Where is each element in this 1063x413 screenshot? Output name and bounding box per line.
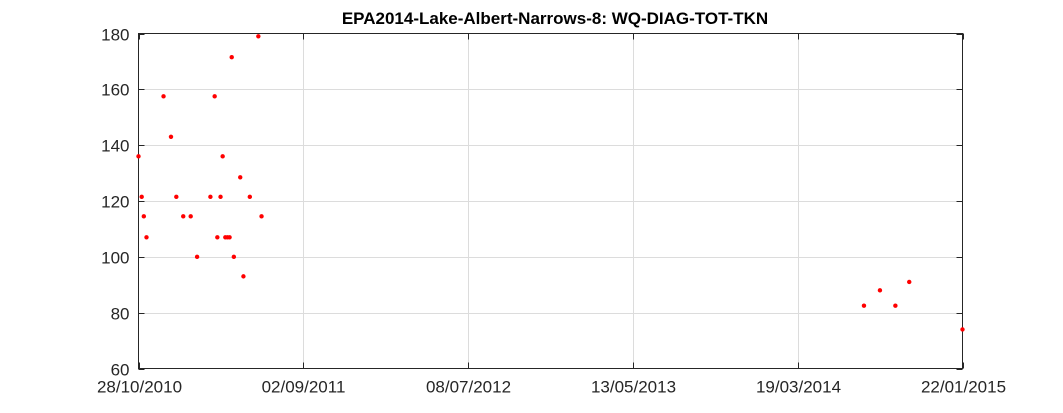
data-point [960,327,965,332]
y-tick-label: 80 [111,305,130,324]
y-tick-label: 160 [101,81,129,100]
data-point [188,214,193,219]
data-point [181,214,186,219]
data-point [212,94,217,99]
data-point [227,235,232,240]
x-tick-label: 08/07/2012 [426,378,511,397]
data-point [238,175,243,180]
data-point [136,154,141,159]
data-point [208,194,213,200]
y-tick-label: 100 [101,249,129,268]
data-points [136,34,965,332]
data-point [215,235,220,240]
data-point [144,235,149,240]
grid-layer [138,33,963,369]
data-point [168,134,174,139]
y-axis: 60 80 100 120 140 160 180 [101,26,963,380]
x-tick-label: 19/03/2014 [756,378,841,397]
x-tick-label: 22/01/2015 [921,378,1006,397]
data-point [877,288,883,293]
x-axis: 28/10/2010 02/09/2011 08/07/2012 13/05/2013… [97,33,1006,397]
y-tick-label: 60 [111,361,130,380]
data-point [893,303,898,308]
data-point [229,55,234,60]
data-point [161,94,166,99]
data-point [194,254,200,260]
data-point [259,214,264,219]
data-point [241,274,246,279]
data-point [256,34,261,39]
y-tick-label: 140 [101,137,129,156]
data-point [218,194,223,200]
data-point [139,194,144,200]
data-point [174,194,179,200]
x-tick-label: 28/10/2010 [97,378,182,397]
data-point [907,279,912,285]
data-point [231,254,237,260]
x-tick-label: 02/09/2011 [262,378,346,397]
data-point [861,303,867,308]
y-tick-label: 120 [101,193,129,212]
x-tick-label: 13/05/2013 [591,378,676,397]
y-tick-label: 180 [101,26,129,45]
chart-title: EPA2014-Lake-Albert-Narrows-8: WQ-DIAG-T… [342,9,768,28]
data-point [141,214,147,219]
data-point [247,194,253,200]
data-point [220,154,225,159]
